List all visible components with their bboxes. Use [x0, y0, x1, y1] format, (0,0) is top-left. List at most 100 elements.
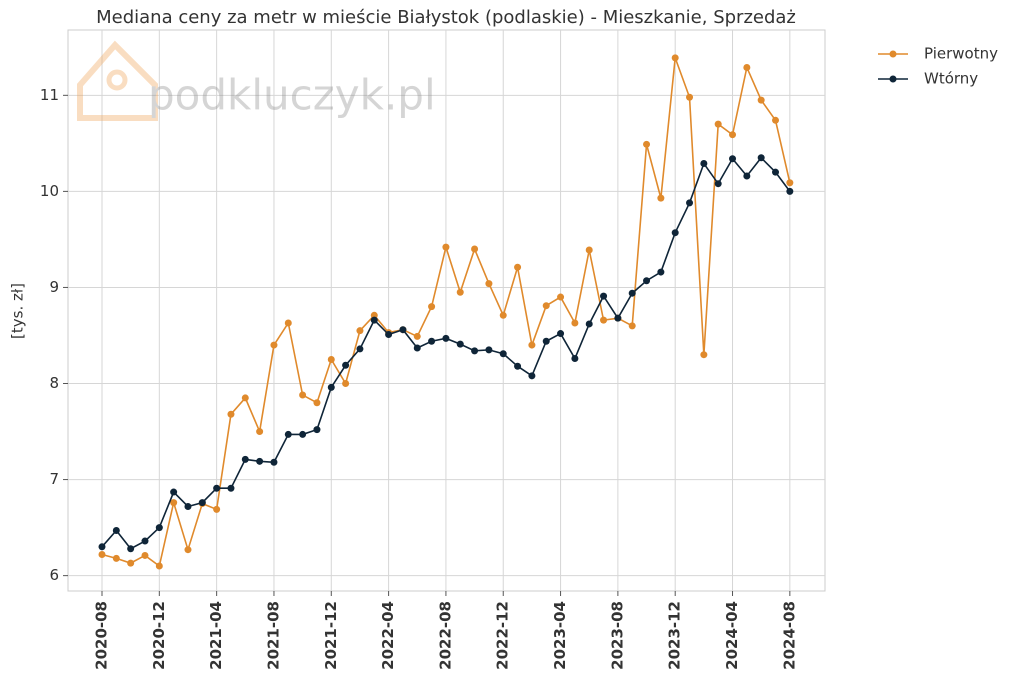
data-point	[585, 246, 593, 254]
data-point	[657, 194, 665, 202]
data-point	[370, 311, 378, 319]
data-point	[327, 383, 335, 391]
data-point	[313, 426, 321, 434]
data-point	[671, 229, 679, 237]
x-tick-label: 2024-08	[780, 601, 798, 670]
data-point	[772, 168, 780, 176]
watermark: podkluczyk.pl	[77, 40, 436, 121]
data-point	[127, 559, 135, 567]
data-point	[600, 316, 608, 324]
data-point	[757, 154, 765, 162]
data-point	[284, 319, 292, 327]
data-point	[98, 543, 106, 551]
data-point	[786, 179, 794, 187]
data-point	[628, 322, 636, 330]
data-point	[628, 289, 636, 297]
data-point	[557, 330, 565, 338]
x-tick-label: 2021-12	[322, 601, 340, 670]
x-tick-label: 2023-04	[551, 601, 569, 670]
data-point	[356, 327, 364, 335]
x-tick-label: 2022-12	[494, 601, 512, 670]
data-point	[299, 391, 307, 399]
data-point	[729, 131, 737, 139]
data-point	[270, 341, 278, 349]
data-point	[428, 337, 436, 345]
data-point	[413, 344, 421, 352]
legend: Pierwotny Wtórny	[878, 45, 998, 88]
data-point	[657, 268, 665, 276]
x-tick-label: 2022-08	[436, 601, 454, 670]
data-point	[313, 399, 321, 407]
data-point	[600, 292, 608, 300]
data-point	[643, 140, 651, 148]
data-point	[155, 562, 163, 570]
data-point	[342, 361, 350, 369]
data-point	[241, 455, 249, 463]
chart-title: Mediana ceny za metr w mieście Białystok…	[96, 7, 796, 28]
watermark-text: podkluczyk.pl	[148, 71, 436, 120]
data-point	[686, 93, 694, 101]
data-point	[184, 502, 192, 510]
data-point	[456, 340, 464, 348]
data-point	[98, 550, 106, 558]
data-point	[442, 243, 450, 251]
data-point	[671, 54, 679, 62]
y-tick-label: 9	[49, 278, 59, 296]
data-point	[772, 116, 780, 124]
data-point	[327, 355, 335, 363]
y-tick-label: 10	[40, 182, 59, 200]
data-point	[227, 410, 235, 418]
data-point	[141, 537, 149, 545]
watermark-icon	[77, 40, 158, 121]
data-point	[614, 314, 622, 322]
x-tick-label: 2022-04	[379, 601, 397, 670]
x-tick-label: 2020-12	[150, 601, 168, 670]
x-tick-label: 2020-08	[93, 601, 111, 670]
data-point	[213, 505, 221, 513]
data-point	[643, 277, 651, 285]
data-point	[413, 332, 421, 340]
data-point	[270, 458, 278, 466]
y-tick-label: 8	[49, 374, 59, 392]
data-point	[542, 337, 550, 345]
data-point	[514, 263, 522, 271]
data-point	[499, 311, 507, 319]
data-point	[499, 350, 507, 358]
data-point	[256, 457, 264, 465]
y-tick-label: 6	[49, 566, 59, 584]
data-point	[198, 499, 206, 507]
legend-label: Wtórny	[924, 70, 978, 88]
legend-marker	[889, 75, 897, 83]
y-tick-label: 11	[40, 86, 59, 104]
data-point	[284, 430, 292, 438]
data-point	[528, 341, 536, 349]
data-point	[112, 554, 120, 562]
data-point	[757, 96, 765, 104]
data-point	[170, 488, 178, 496]
data-point	[112, 526, 120, 534]
watermark-icon	[106, 69, 128, 91]
data-point	[714, 180, 722, 188]
data-point	[141, 551, 149, 559]
data-point	[213, 484, 221, 492]
x-tick-label: 2024-04	[723, 601, 741, 670]
data-point	[170, 499, 178, 507]
x-tick-label: 2023-08	[608, 601, 626, 670]
data-point	[786, 187, 794, 195]
y-axis-label: [tys. zł]	[9, 283, 27, 339]
data-point	[714, 120, 722, 128]
data-point	[729, 155, 737, 163]
data-point	[700, 160, 708, 168]
x-tick-label: 2023-12	[666, 601, 684, 670]
data-point	[356, 345, 364, 353]
data-point	[528, 372, 536, 380]
data-point	[571, 355, 579, 363]
plot-area	[67, 29, 826, 592]
data-point	[471, 347, 479, 355]
data-point	[456, 288, 464, 296]
data-point	[184, 546, 192, 554]
data-point	[127, 545, 135, 553]
x-tick-label: 2021-08	[264, 601, 282, 670]
data-point	[299, 430, 307, 438]
